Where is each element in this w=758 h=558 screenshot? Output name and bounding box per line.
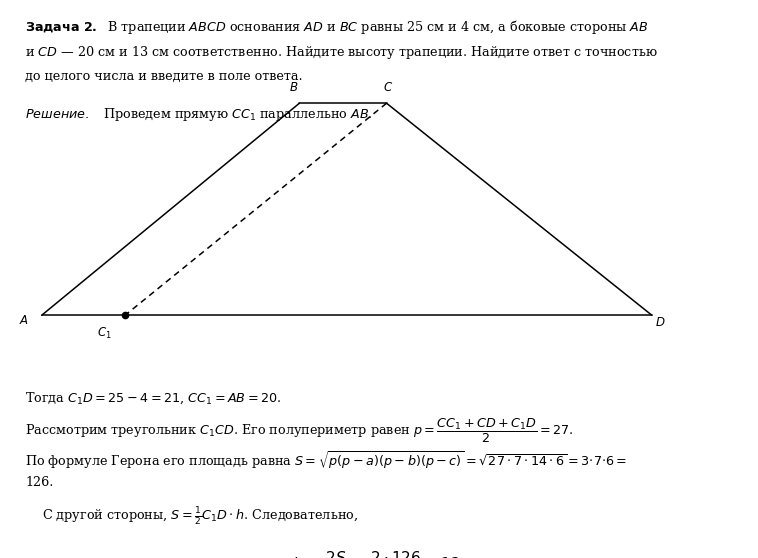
Text: Тогда $C_1D = 25 - 4 = 21$, $CC_1 = AB = 20$.: Тогда $C_1D = 25 - 4 = 21$, $CC_1 = AB =…: [25, 391, 281, 406]
Text: $C$: $C$: [383, 81, 393, 94]
Text: 126.: 126.: [25, 476, 53, 489]
Text: $\mathit{Решение.}$   Проведем прямую $CC_1$ параллельно $AB$.: $\mathit{Решение.}$ Проведем прямую $CC_…: [25, 105, 373, 123]
Text: $h = \dfrac{2S}{C_1D} = \dfrac{2 \cdot 126}{21} = 12.$: $h = \dfrac{2S}{C_1D} = \dfrac{2 \cdot 1…: [293, 549, 465, 558]
Text: и $CD$ — 20 см и 13 см соответственно. Найдите высоту трапеции. Найдите ответ с : и $CD$ — 20 см и 13 см соответственно. Н…: [25, 44, 658, 61]
Text: $C_1$: $C_1$: [98, 326, 112, 341]
Text: до целого числа и введите в поле ответа.: до целого числа и введите в поле ответа.: [25, 70, 302, 83]
Text: Рассмотрим треугольник $C_1CD$. Его полупериметр равен $p = \dfrac{CC_1+CD+C_1D}: Рассмотрим треугольник $C_1CD$. Его полу…: [25, 417, 574, 445]
Text: $B$: $B$: [290, 81, 299, 94]
Text: $\mathbf{Задача\ 2.}$  В трапеции $ABCD$ основания $AD$ и $BC$ равны 25 см и 4 с: $\mathbf{Задача\ 2.}$ В трапеции $ABCD$ …: [25, 18, 648, 36]
Text: $A$: $A$: [19, 314, 29, 328]
Text: С другой стороны, $S = \frac{1}{2}C_1D \cdot h$. Следовательно,: С другой стороны, $S = \frac{1}{2}C_1D \…: [42, 504, 358, 527]
Text: По формуле Герона его площадь равна $S = \sqrt{p(p-a)(p-b)(p-c)} = \sqrt{27 \cdo: По формуле Герона его площадь равна $S =…: [25, 450, 627, 472]
Text: $D$: $D$: [655, 316, 666, 329]
